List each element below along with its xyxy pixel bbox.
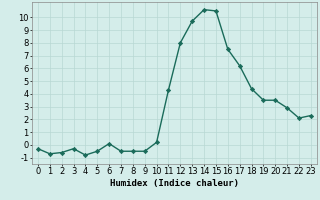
X-axis label: Humidex (Indice chaleur): Humidex (Indice chaleur) <box>110 179 239 188</box>
